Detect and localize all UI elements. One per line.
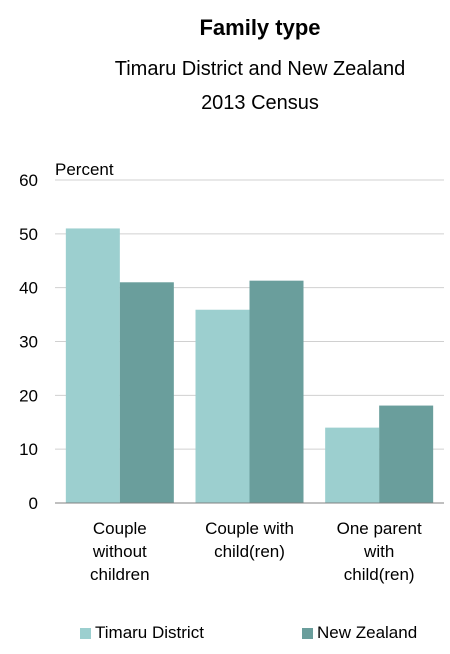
y-tick-label: 20 — [19, 386, 38, 405]
chart-subtitle-line-2: 2013 Census — [201, 92, 319, 114]
legend-label-timaru-district: Timaru District — [95, 623, 204, 642]
chart-subtitle-line-1: Timaru District and New Zealand — [114, 58, 406, 80]
legend-swatch-new-zealand — [302, 627, 313, 639]
legend-label-new-zealand: New Zealand — [317, 623, 418, 642]
y-tick-label: 50 — [19, 225, 38, 244]
y-tick-label: 60 — [19, 171, 38, 190]
bar — [65, 228, 120, 503]
bar — [119, 282, 174, 503]
y-tick-label: 10 — [19, 440, 38, 459]
legend-swatch-timaru-district — [80, 627, 91, 639]
y-axis: 0 10 20 30 40 50 60 Percent — [19, 160, 114, 513]
x-tick-label: One parent — [337, 519, 422, 538]
x-tick-label: child(ren) — [344, 565, 415, 584]
x-tick-label: Couple — [93, 519, 147, 538]
bar — [249, 280, 304, 503]
x-tick-label: without — [92, 542, 147, 561]
x-tick-label: with — [363, 542, 394, 561]
y-tick-label: 0 — [29, 494, 38, 513]
legend-item-timaru-district: Timaru District — [80, 622, 204, 644]
x-tick-label: children — [90, 565, 150, 584]
bar — [195, 309, 250, 503]
x-tick-label: Couple with — [205, 519, 294, 538]
bars — [65, 228, 434, 503]
bar — [379, 405, 434, 503]
y-tick-label: 30 — [19, 333, 38, 352]
y-tick-label: 40 — [19, 279, 38, 298]
x-axis: Couple without children Couple with child(re… — [55, 502, 444, 584]
y-axis-label: Percent — [55, 160, 114, 179]
chart-title: Family type — [199, 15, 321, 40]
x-tick-label: child(ren) — [214, 542, 285, 561]
bar — [325, 427, 380, 503]
legend-item-new-zealand: New Zealand — [302, 622, 417, 644]
